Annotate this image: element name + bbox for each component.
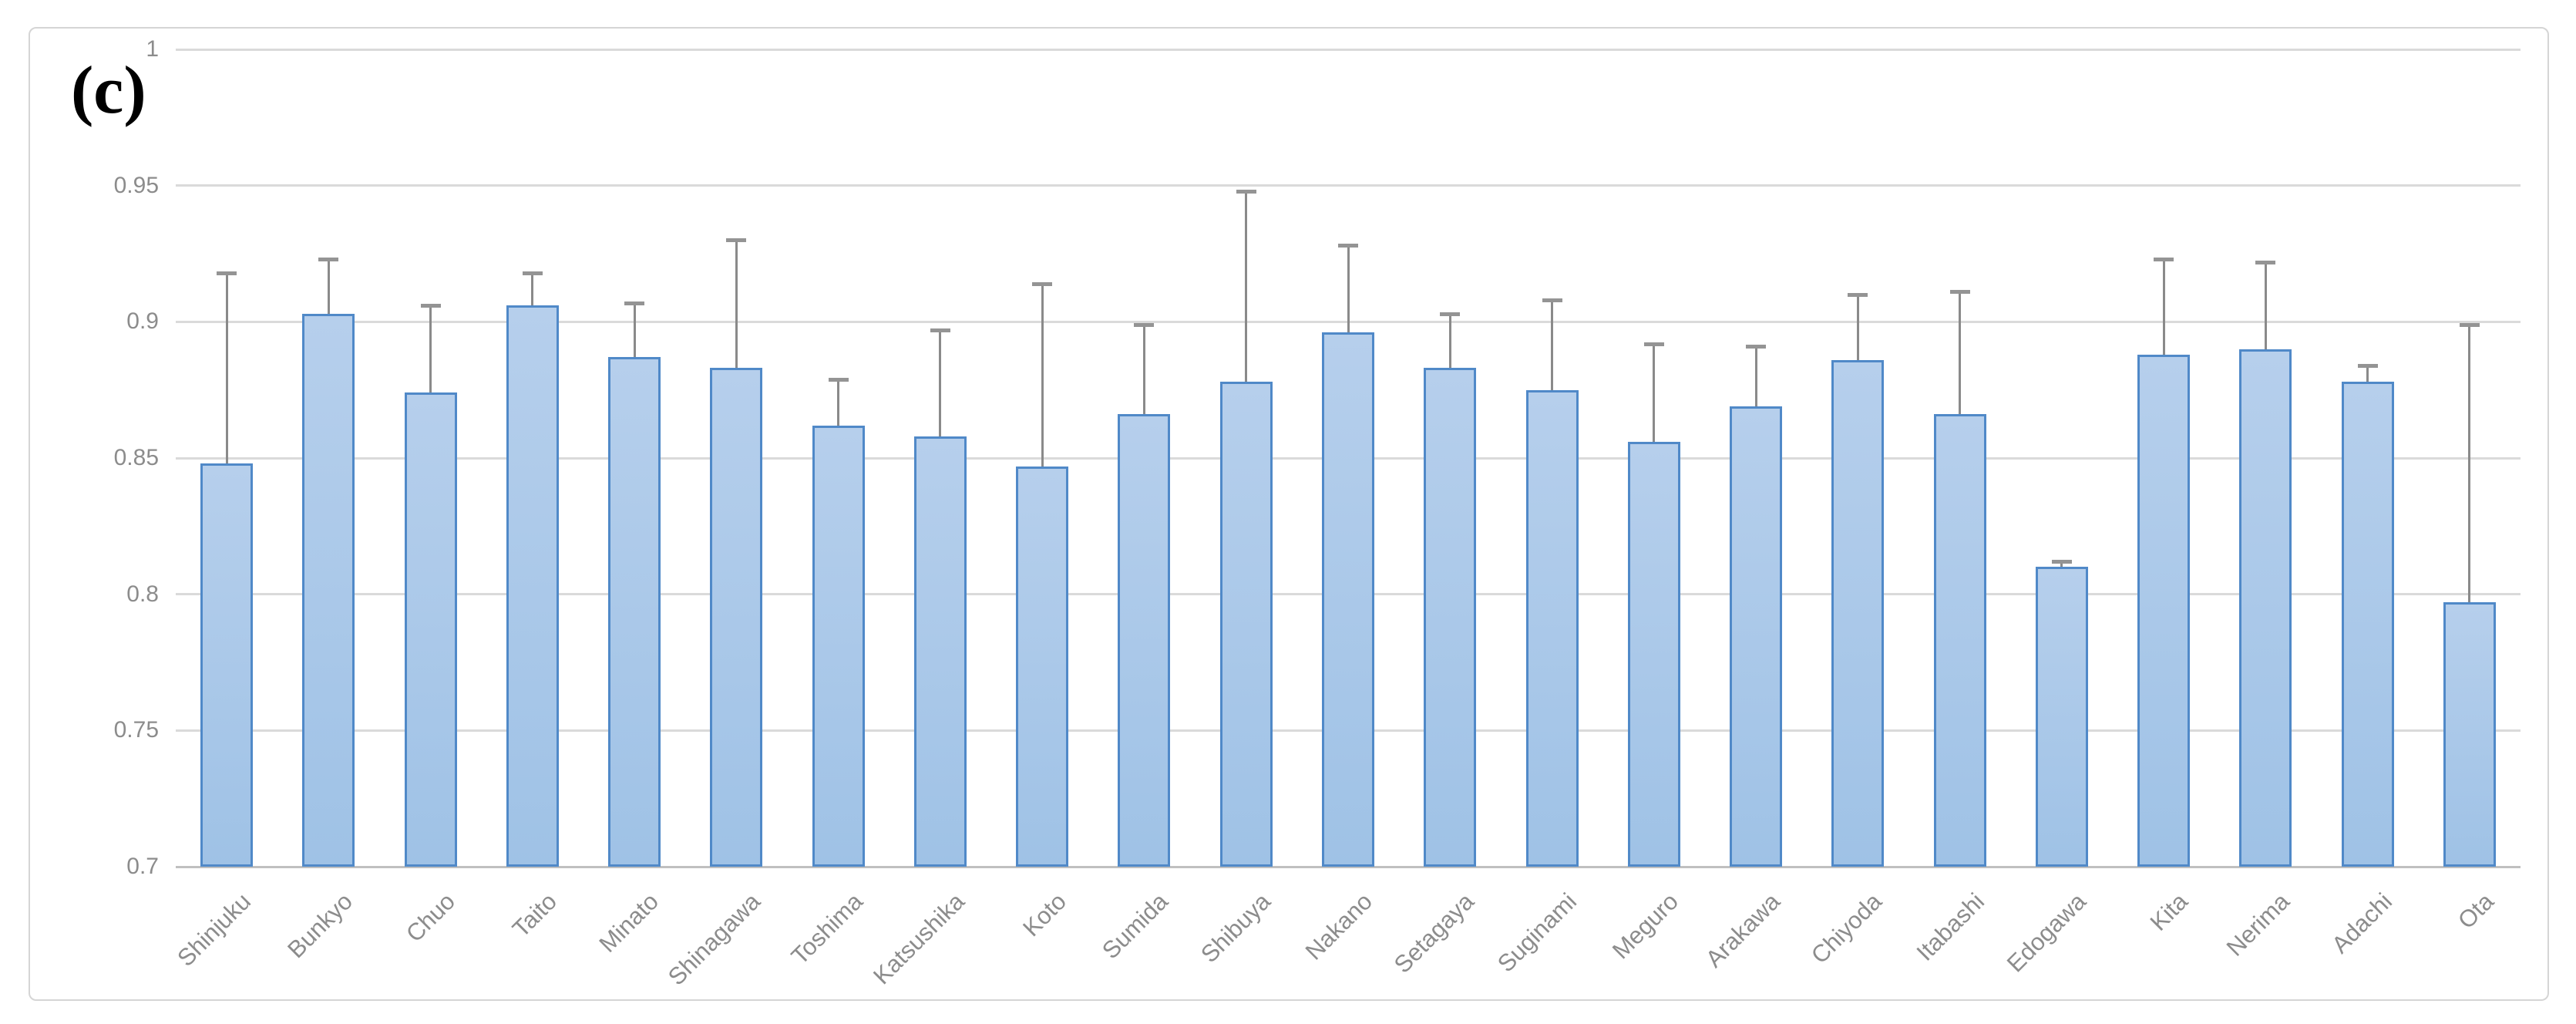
figure-frame [29,27,2549,1001]
panel-label: (c) [71,53,146,128]
